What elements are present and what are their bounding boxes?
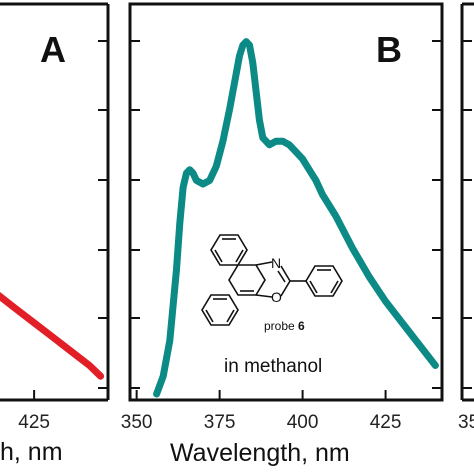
- x-tick-label: 400: [287, 412, 319, 433]
- phenyl-ring: [305, 265, 343, 297]
- x-tick-label: 425: [18, 412, 50, 433]
- panel-c: 35: [458, 2, 474, 433]
- double-bond: [277, 270, 286, 283]
- molecule-caption: probe 6: [264, 319, 305, 333]
- bond: [255, 261, 273, 266]
- panel-c-tick-label: 35: [458, 412, 474, 433]
- panel-b-ticks: [130, 40, 442, 400]
- panel-b-xlabel: Wavelength, nm: [170, 439, 350, 467]
- panel-a-label: A: [40, 29, 66, 70]
- bond: [280, 280, 291, 297]
- panel-b-label: B: [376, 29, 402, 70]
- molecule-atom-n: N: [271, 255, 281, 271]
- molecule-caption-number: 6: [298, 319, 305, 333]
- double-bond: [235, 249, 244, 263]
- probe-6-structure: [201, 234, 343, 326]
- double-bond: [214, 249, 223, 263]
- bond: [280, 265, 291, 282]
- panel-a-ticks: [33, 40, 108, 400]
- molecule-caption-prefix: probe: [264, 319, 298, 333]
- panel-a: A 425 h, nm: [0, 2, 110, 466]
- double-bond: [330, 280, 339, 294]
- panel-b-series-line: [153, 38, 439, 398]
- x-tick-label: 375: [204, 412, 236, 433]
- benzene-ring-bottom: [201, 294, 239, 326]
- panel-a-tick-labels: 425: [18, 412, 50, 433]
- molecule-atom-o: O: [271, 289, 282, 305]
- double-bond: [226, 309, 235, 323]
- double-bond: [205, 309, 214, 323]
- double-bond: [309, 280, 318, 294]
- panel-a-series-line: [0, 292, 105, 380]
- panel-c-ticks: [462, 40, 472, 389]
- bond: [255, 294, 273, 298]
- panel-b-annotation: in methanol: [224, 356, 322, 377]
- panel-a-xlabel: h, nm: [0, 438, 63, 466]
- panel-b-tick-labels: 350 375 400 425: [121, 412, 402, 433]
- panel-b: B N: [121, 2, 444, 467]
- x-tick-label: 425: [370, 412, 402, 433]
- panel-b-frame: [128, 2, 444, 402]
- x-tick-label: 350: [121, 412, 153, 433]
